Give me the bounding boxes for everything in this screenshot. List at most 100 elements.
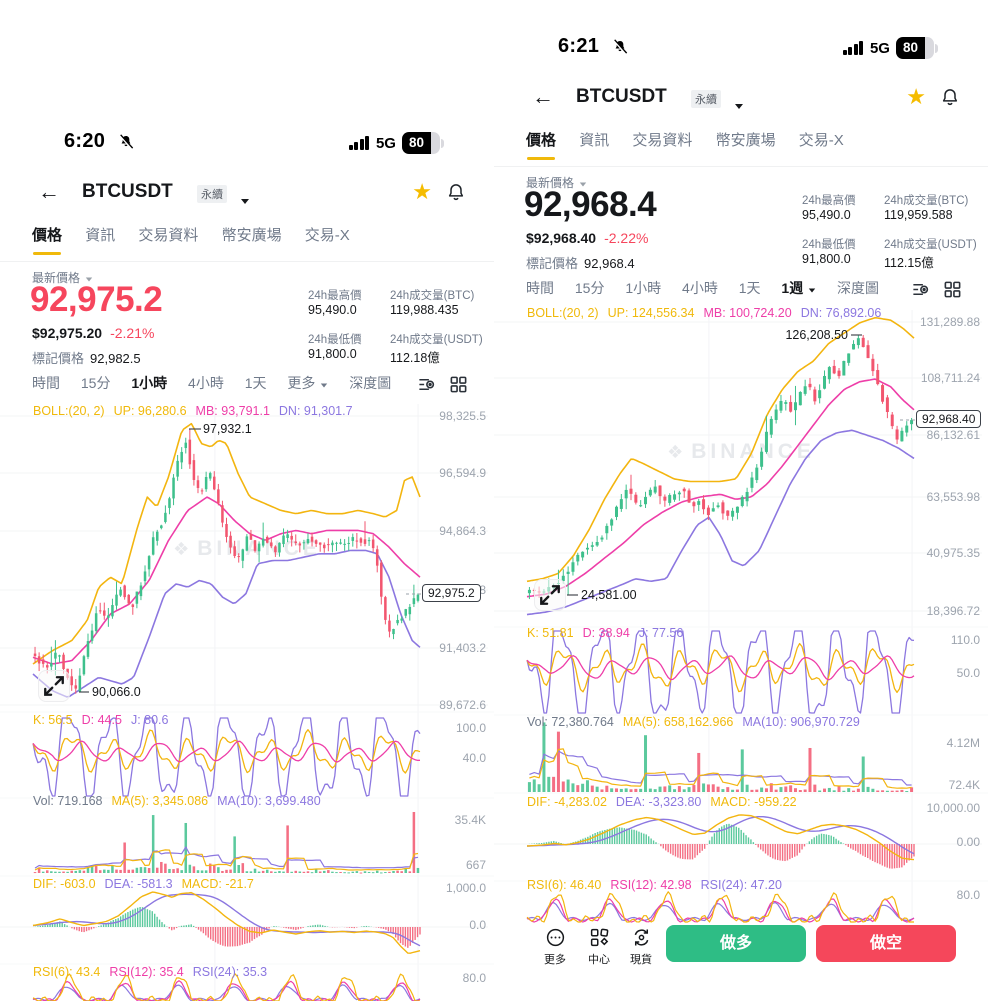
- tf-depth[interactable]: 深度圖: [837, 280, 879, 296]
- favorite-star-icon[interactable]: ★: [906, 84, 926, 109]
- boll-legend: BOLL:(20, 2) UP: 124,556.34 MB: 100,724.20…: [527, 306, 882, 320]
- network-type-label: 5G: [375, 134, 396, 152]
- rsi-legend: RSI(6): 46.40 RSI(12): 42.98 RSI(24): 47.2…: [527, 878, 782, 892]
- axis-label: 50.0: [956, 666, 980, 680]
- expand-chart-icon[interactable]: [534, 579, 566, 611]
- macd-legend: DIF: -4,283.02 DEA: -3,323.80 MACD: -959.2…: [527, 795, 797, 809]
- indicator-settings-icon[interactable]: [911, 280, 930, 299]
- last-price-label[interactable]: 最新價格: [526, 174, 587, 191]
- back-button[interactable]: ←: [532, 84, 554, 109]
- tab-trading-data[interactable]: 交易資料: [138, 227, 199, 244]
- cellular-signal-icon: [348, 136, 371, 150]
- last-price-label[interactable]: 最新價格: [32, 269, 93, 286]
- more-menu-button[interactable]: 更多: [531, 927, 579, 967]
- alerts-bell-icon[interactable]: [446, 181, 466, 202]
- macd-legend: DIF: -603.0 DEA: -581.3 MACD: -21.7: [33, 877, 254, 891]
- symbol-title[interactable]: BTCUSDT: [576, 86, 667, 107]
- last-price: 92,968.4: [524, 185, 657, 224]
- bottom-action-bar: 更多 中心 現貨 做多 做空: [494, 923, 988, 1001]
- binance-logo-icon: ❖: [667, 442, 684, 462]
- battery-percent: 80: [895, 37, 925, 59]
- tab-price[interactable]: 價格: [526, 132, 557, 149]
- cellular-signal-icon: [842, 41, 865, 55]
- axis-label: 667: [465, 858, 486, 872]
- layout-grid-icon[interactable]: [943, 280, 962, 299]
- axis-label: 4.12M: [946, 736, 980, 750]
- mark-price: 92,982.5: [90, 351, 141, 366]
- stat-volbtc-label: 24h成交量(BTC): [390, 290, 475, 302]
- axis-label: 91,403.2: [439, 641, 486, 655]
- kline-chart[interactable]: [494, 25, 988, 1001]
- axis-label: 108,711.24: [920, 371, 980, 385]
- stat-volusdt-label: 24h成交量(USDT): [884, 239, 977, 251]
- stat-volbtc-label: 24h成交量(BTC): [884, 195, 969, 207]
- tf-1w[interactable]: 1週: [781, 280, 816, 296]
- stat-volbtc-value: 119,988.435: [390, 303, 459, 317]
- favorite-star-icon[interactable]: ★: [412, 179, 432, 204]
- spot-button[interactable]: 現貨: [617, 927, 665, 967]
- tf-1h[interactable]: 1小時: [131, 375, 168, 391]
- indicator-settings-icon[interactable]: [417, 375, 436, 394]
- tf-time[interactable]: 時間: [32, 375, 60, 391]
- axis-label: 100.0: [455, 721, 486, 735]
- active-tab-underline: [33, 252, 61, 255]
- contract-type-badge: 永續: [197, 185, 227, 203]
- short-button[interactable]: 做空: [816, 925, 956, 962]
- tf-4h[interactable]: 4小時: [188, 375, 224, 391]
- network-type-label: 5G: [869, 39, 890, 57]
- chevron-down-icon[interactable]: [735, 96, 743, 114]
- active-tab-underline: [527, 157, 555, 160]
- tab-price[interactable]: 價格: [32, 227, 63, 244]
- kdj-legend: K: 51.81 D: 38.94 J: 77.56: [527, 626, 684, 640]
- tf-1d[interactable]: 1天: [738, 280, 761, 296]
- chart-high-annotation: 126,208.50: [785, 328, 848, 342]
- axis-label: 40.0: [462, 751, 486, 765]
- axis-label: 18,396.72: [926, 604, 980, 618]
- symbol-title[interactable]: BTCUSDT: [82, 181, 173, 202]
- expand-chart-icon[interactable]: [38, 670, 70, 702]
- tf-15m[interactable]: 15分: [80, 375, 111, 391]
- tab-news[interactable]: 資訊: [85, 227, 116, 244]
- alerts-bell-icon[interactable]: [940, 86, 960, 107]
- tf-1d[interactable]: 1天: [244, 375, 267, 391]
- status-time: 6:21: [558, 35, 600, 57]
- status-time: 6:20: [64, 130, 106, 152]
- back-button[interactable]: ←: [38, 179, 60, 204]
- symbol-header: ← BTCUSDT 永續 ★: [0, 178, 494, 212]
- tab-trade-x[interactable]: 交易-X: [798, 132, 844, 149]
- divider: [494, 166, 988, 167]
- tf-more[interactable]: 更多: [287, 375, 328, 391]
- stat-high-label: 24h最高價: [802, 195, 856, 207]
- chevron-down-icon[interactable]: [241, 191, 249, 209]
- tab-square[interactable]: 幣安廣場: [715, 132, 776, 149]
- axis-label: 80.0: [956, 888, 980, 902]
- tab-trade-x[interactable]: 交易-X: [304, 227, 350, 244]
- tab-news[interactable]: 資訊: [579, 132, 610, 149]
- tab-trading-data[interactable]: 交易資料: [632, 132, 693, 149]
- tf-time[interactable]: 時間: [526, 280, 554, 296]
- long-button[interactable]: 做多: [666, 925, 806, 962]
- kline-chart[interactable]: [0, 120, 494, 1001]
- chart-low-annotation: 90,066.0: [92, 685, 141, 699]
- status-bar: 6:21 5G 80: [494, 33, 988, 61]
- symbol-header: ← BTCUSDT 永續 ★: [494, 83, 988, 117]
- axis-label: 98,325.5: [439, 409, 486, 423]
- tf-1h[interactable]: 1小時: [625, 280, 662, 296]
- stat-volbtc-value: 119,959.588: [884, 208, 953, 222]
- stat-volusdt-label: 24h成交量(USDT): [390, 334, 483, 346]
- tf-15m[interactable]: 15分: [574, 280, 605, 296]
- phone-panel-left: 6:20 5G 80 ← BTCUSDT 永續 ★ 價格 資訊 交易資料 幣安廣…: [0, 120, 494, 1001]
- hub-button[interactable]: 中心: [575, 927, 623, 967]
- axis-label: 0.00: [956, 835, 980, 849]
- stat-high-label: 24h最高價: [308, 290, 362, 302]
- axis-label: 1,000.0: [445, 881, 486, 895]
- stat-high-value: 95,490.0: [802, 208, 851, 222]
- axis-label: 110.0: [950, 633, 980, 647]
- tf-4h[interactable]: 4小時: [682, 280, 718, 296]
- status-bar: 6:20 5G 80: [0, 128, 494, 156]
- layout-grid-icon[interactable]: [449, 375, 468, 394]
- tab-square[interactable]: 幣安廣場: [221, 227, 282, 244]
- axis-label: 94,864.3: [439, 524, 486, 538]
- stat-high-value: 95,490.0: [308, 303, 357, 317]
- tf-depth[interactable]: 深度圖: [349, 375, 392, 391]
